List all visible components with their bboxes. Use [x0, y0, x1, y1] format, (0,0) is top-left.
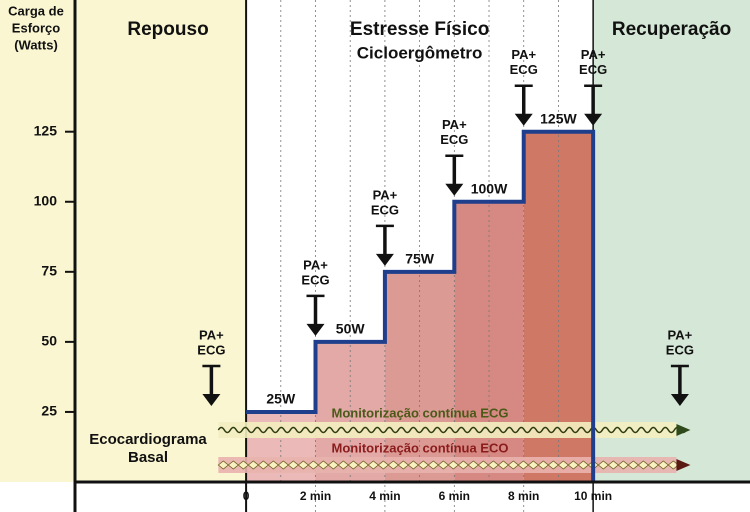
arrow-label: PA+ — [303, 257, 328, 272]
ecg-wave — [217, 426, 687, 434]
y-tick-label: 100 — [34, 192, 58, 208]
region-title: Estresse Físico — [350, 19, 489, 40]
monitoring-label: Monitorização contínua ECG — [332, 405, 509, 420]
value-label: 75W — [405, 251, 435, 267]
arrow-label: PA+ — [442, 117, 467, 132]
y-axis-title: Carga de — [8, 3, 64, 18]
arrow-head — [306, 323, 325, 336]
arrow-label: ECG — [301, 272, 329, 287]
baseline-note: Basal — [128, 449, 168, 466]
baseline-note: Ecocardiograma — [89, 431, 207, 448]
arrow-label: PA+ — [668, 327, 693, 342]
y-tick-label: 75 — [41, 263, 57, 279]
x-tick-label: 4 min — [369, 489, 400, 503]
arrow-head — [670, 393, 689, 406]
x-tick-label: 2 min — [300, 489, 331, 503]
arrow-label: ECG — [440, 132, 468, 147]
monitoring-label: Monitorização contínua ECO — [332, 440, 509, 455]
region-bg — [593, 0, 750, 482]
region-title: Cicloergômetro — [357, 43, 483, 62]
monitoring-band — [218, 422, 677, 438]
arrow-label: PA+ — [581, 47, 606, 62]
arrow-label: PA+ — [199, 327, 224, 342]
arrow-head — [584, 113, 603, 126]
region-title: Recuperação — [612, 19, 731, 40]
y-tick-label: 25 — [41, 403, 57, 419]
arrow-label: ECG — [579, 62, 607, 77]
step-line — [246, 129, 596, 482]
x-tick-label: 8 min — [508, 489, 539, 503]
value-label: 50W — [336, 321, 366, 337]
arrow-label: ECG — [666, 342, 694, 357]
arrow-label: ECG — [371, 202, 399, 217]
arrow-head — [514, 113, 533, 126]
arrow-label: PA+ — [511, 47, 536, 62]
x-tick-label: 0 — [243, 489, 250, 503]
band-arrowhead — [676, 459, 691, 471]
y-axis-title: (Watts) — [14, 37, 58, 52]
region-title: Repouso — [127, 19, 208, 40]
y-axis-title: Esforço — [12, 20, 60, 35]
arrow-head — [202, 393, 221, 406]
value-label: 100W — [471, 180, 508, 196]
arrow-label: ECG — [510, 62, 538, 77]
band-arrowhead — [676, 424, 691, 436]
arrow-label: PA+ — [373, 187, 398, 202]
arrow-head — [375, 253, 394, 266]
arrow-label: ECG — [197, 342, 225, 357]
arrow-head — [445, 183, 464, 196]
y-tick-label: 50 — [41, 333, 57, 349]
value-label: 25W — [266, 391, 296, 407]
x-tick-label: 10 min — [574, 489, 612, 503]
region-bg — [0, 0, 247, 482]
value-label: 125W — [540, 110, 577, 126]
x-tick-label: 6 min — [439, 489, 470, 503]
y-tick-label: 125 — [34, 122, 58, 138]
